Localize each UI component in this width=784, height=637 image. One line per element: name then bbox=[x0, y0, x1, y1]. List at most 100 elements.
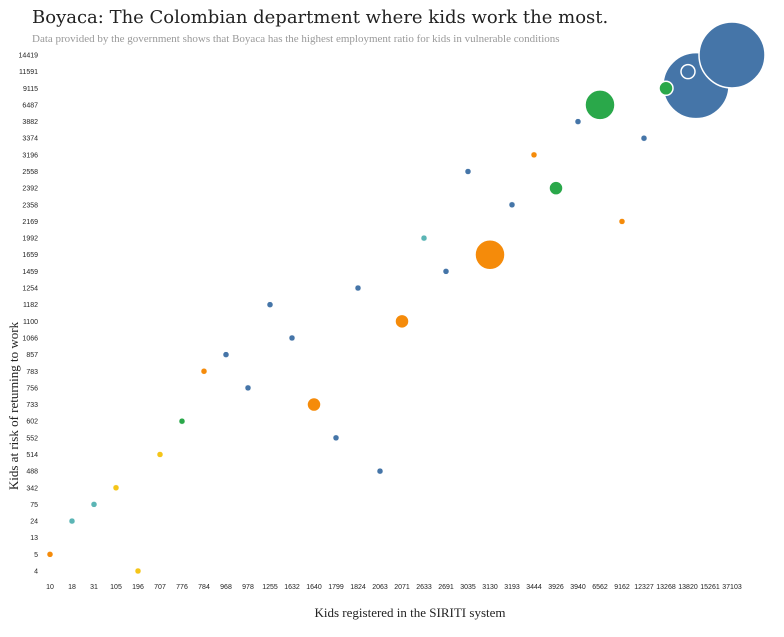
bubbles bbox=[46, 21, 766, 575]
data-point[interactable] bbox=[442, 268, 450, 275]
x-tick-label: 13268 bbox=[656, 584, 676, 591]
y-tick-label: 1100 bbox=[23, 319, 38, 326]
data-point[interactable] bbox=[698, 21, 766, 89]
x-tick-label: 105 bbox=[110, 584, 122, 591]
x-tick-label: 18 bbox=[68, 584, 76, 591]
data-point[interactable] bbox=[200, 368, 208, 375]
x-tick-label: 3130 bbox=[482, 584, 498, 591]
y-tick-label: 2392 bbox=[22, 186, 38, 193]
x-tick-label: 3193 bbox=[504, 584, 520, 591]
x-tick-label: 2633 bbox=[416, 584, 432, 591]
chart-title: Boyaca: The Colombian department where k… bbox=[32, 7, 609, 28]
y-tick-label: 3882 bbox=[22, 119, 38, 126]
data-point[interactable] bbox=[156, 451, 164, 458]
y-tick-label: 1066 bbox=[22, 335, 38, 342]
data-point[interactable] bbox=[244, 384, 252, 392]
y-axis: 4 5 13 24 75 342 488 514 552 602 733 756 783 857 1066 1… bbox=[19, 53, 39, 576]
y-tick-label: 342 bbox=[26, 485, 38, 492]
data-point[interactable] bbox=[680, 63, 696, 80]
y-tick-label: 2169 bbox=[22, 219, 38, 226]
y-tick-label: 24 bbox=[30, 519, 38, 526]
data-point[interactable] bbox=[658, 80, 674, 97]
y-tick-label: 783 bbox=[26, 369, 38, 376]
x-tick-label: 37103 bbox=[722, 584, 742, 591]
data-point[interactable] bbox=[112, 484, 120, 492]
data-point[interactable] bbox=[222, 351, 230, 358]
x-tick-label: 1824 bbox=[350, 584, 366, 591]
data-point[interactable] bbox=[354, 284, 362, 292]
x-tick-label: 2071 bbox=[394, 584, 410, 591]
y-tick-label: 552 bbox=[26, 435, 38, 442]
y-tick-label: 602 bbox=[26, 419, 38, 426]
data-point[interactable] bbox=[394, 313, 410, 330]
data-point[interactable] bbox=[46, 551, 54, 558]
y-tick-label: 514 bbox=[26, 452, 38, 459]
x-tick-label: 784 bbox=[198, 584, 210, 591]
x-tick-label: 1632 bbox=[284, 584, 300, 591]
x-tick-label: 12327 bbox=[634, 584, 654, 591]
data-point[interactable] bbox=[474, 238, 506, 271]
y-tick-label: 1182 bbox=[23, 302, 38, 309]
x-tick-label: 1799 bbox=[328, 584, 344, 591]
x-axis: 10 18 31 105 196 707 776 784 968 978 1255 1632 1640 1… bbox=[46, 584, 742, 591]
x-axis-label: Kids registered in the SIRITI system bbox=[315, 605, 506, 620]
data-point[interactable] bbox=[266, 301, 274, 308]
y-tick-label: 1992 bbox=[22, 236, 38, 243]
data-point[interactable] bbox=[90, 501, 98, 508]
x-tick-label: 776 bbox=[176, 584, 188, 591]
data-point[interactable] bbox=[618, 218, 626, 225]
x-tick-label: 1640 bbox=[306, 584, 322, 591]
y-tick-label: 756 bbox=[26, 385, 38, 392]
data-point[interactable] bbox=[508, 201, 516, 209]
y-tick-label: 1459 bbox=[22, 269, 38, 276]
data-point[interactable] bbox=[332, 434, 340, 442]
y-tick-label: 14419 bbox=[19, 53, 39, 60]
x-tick-label: 10 bbox=[46, 584, 54, 591]
x-tick-label: 15261 bbox=[700, 584, 720, 591]
x-tick-label: 1255 bbox=[262, 584, 278, 591]
x-tick-label: 3035 bbox=[460, 584, 476, 591]
x-tick-label: 3444 bbox=[526, 584, 542, 591]
data-point[interactable] bbox=[420, 234, 428, 242]
y-tick-label: 857 bbox=[26, 352, 38, 359]
y-tick-label: 2358 bbox=[22, 202, 38, 209]
y-tick-label: 5 bbox=[34, 552, 38, 559]
x-tick-label: 978 bbox=[242, 584, 254, 591]
x-tick-label: 196 bbox=[132, 584, 144, 591]
y-tick-label: 1659 bbox=[22, 252, 38, 259]
x-tick-label: 2063 bbox=[372, 584, 388, 591]
y-tick-label: 6487 bbox=[22, 102, 38, 109]
data-point[interactable] bbox=[640, 134, 648, 142]
data-point[interactable] bbox=[134, 567, 142, 575]
data-point[interactable] bbox=[376, 467, 384, 475]
y-tick-label: 13 bbox=[30, 535, 38, 542]
x-tick-label: 31 bbox=[90, 584, 98, 591]
data-point[interactable] bbox=[178, 417, 186, 425]
x-tick-label: 9162 bbox=[614, 584, 630, 591]
x-tick-label: 968 bbox=[220, 584, 232, 591]
y-tick-label: 3374 bbox=[22, 136, 38, 143]
x-tick-label: 2691 bbox=[438, 584, 454, 591]
chart-subtitle: Data provided by the government shows th… bbox=[32, 33, 560, 45]
x-tick-label: 3940 bbox=[570, 584, 586, 591]
x-tick-label: 6562 bbox=[592, 584, 608, 591]
y-tick-label: 488 bbox=[26, 469, 38, 476]
data-point[interactable] bbox=[306, 396, 322, 413]
x-tick-label: 13820 bbox=[678, 584, 698, 591]
data-point[interactable] bbox=[68, 517, 76, 525]
data-point[interactable] bbox=[288, 334, 296, 342]
y-tick-label: 3196 bbox=[22, 152, 38, 159]
y-tick-label: 9115 bbox=[23, 86, 38, 93]
data-point[interactable] bbox=[574, 118, 582, 125]
data-point[interactable] bbox=[548, 180, 564, 196]
y-tick-label: 4 bbox=[34, 569, 38, 576]
data-point[interactable] bbox=[584, 89, 616, 121]
x-tick-label: 707 bbox=[154, 584, 166, 591]
y-axis-label: Kids at risk of returning to work bbox=[6, 321, 21, 490]
data-point[interactable] bbox=[464, 168, 472, 175]
x-tick-label: 3926 bbox=[548, 584, 564, 591]
y-tick-label: 2558 bbox=[22, 169, 38, 176]
y-tick-label: 1254 bbox=[22, 286, 38, 293]
data-point[interactable] bbox=[530, 151, 538, 159]
